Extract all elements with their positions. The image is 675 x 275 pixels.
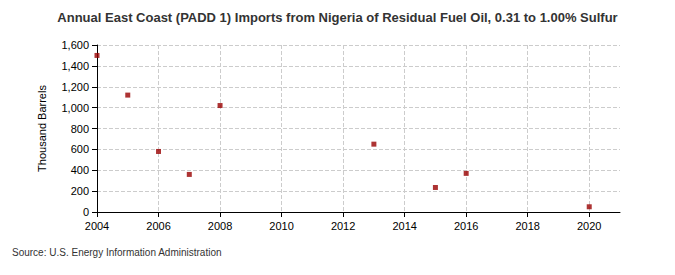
svg-text:1,200: 1,200: [61, 81, 89, 93]
svg-text:2014: 2014: [392, 220, 416, 232]
svg-text:2006: 2006: [146, 220, 170, 232]
svg-text:2004: 2004: [85, 220, 109, 232]
svg-text:2012: 2012: [331, 220, 355, 232]
svg-text:2016: 2016: [454, 220, 478, 232]
svg-text:2018: 2018: [515, 220, 539, 232]
svg-text:Thousand Barrels: Thousand Barrels: [36, 85, 48, 172]
svg-text:Annual East Coast (PADD 1) Imp: Annual East Coast (PADD 1) Imports from …: [57, 10, 617, 25]
svg-text:800: 800: [71, 123, 89, 135]
svg-text:Source: U.S. Energy Informatio: Source: U.S. Energy Information Administ…: [12, 247, 222, 258]
svg-text:200: 200: [71, 185, 89, 197]
svg-text:2020: 2020: [577, 220, 601, 232]
svg-text:400: 400: [71, 164, 89, 176]
svg-text:1,600: 1,600: [61, 39, 89, 51]
svg-text:1,400: 1,400: [61, 60, 89, 72]
svg-text:0: 0: [83, 206, 89, 218]
svg-text:600: 600: [71, 143, 89, 155]
svg-text:1,000: 1,000: [61, 102, 89, 114]
svg-text:2008: 2008: [208, 220, 232, 232]
svg-text:2010: 2010: [269, 220, 293, 232]
